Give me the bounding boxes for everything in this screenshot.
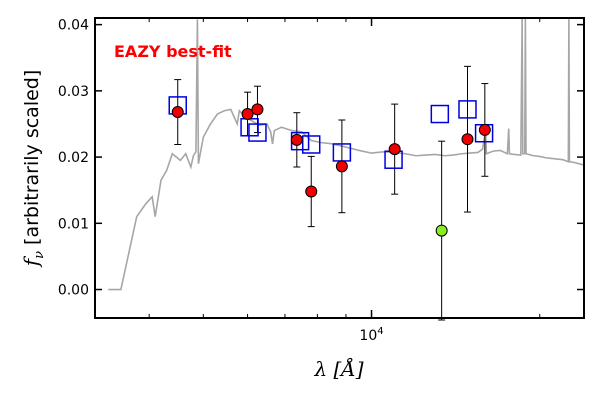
y-axis-subscript: ν [32,251,47,259]
svg-text:fν[arbitrarily scaled]: fν[arbitrarily scaled] [19,70,47,269]
plot-frame [94,17,585,319]
y-axis-text: [arbitrarily scaled] [21,70,43,245]
model-sed-line [108,18,584,291]
outlier-point [435,224,448,237]
y-axis-label: fν[arbitrarily scaled] [19,70,47,269]
model-flux-square [430,104,450,124]
observed-flux-point [241,108,254,121]
error-bars [174,65,489,321]
y-tick-label: 0.02 [58,150,89,166]
model-photometry-squares [168,96,494,169]
observed-flux-point [171,106,184,119]
y-tick-label: 0.03 [58,84,89,100]
model-flux-square [248,123,267,142]
observed-flux-point [478,123,491,136]
observed-photometry-points [171,103,491,237]
x-axis-label: λ [Å] [313,356,363,381]
annotation-label: EAZY best-fit [114,42,232,61]
x-tick-label: 104 [359,326,383,344]
y-tick-label: 0.00 [58,283,89,299]
y-tick-label: 0.04 [58,18,89,34]
model-flux-square [301,135,321,154]
tick-labels: 0.00 0.01 0.02 0.03 0.04 104 [58,18,384,344]
observed-flux-point [251,103,264,116]
observed-flux-point [305,185,318,198]
axis-ticks [95,18,584,318]
x-tick-exponent: 4 [377,326,383,337]
y-tick-label: 0.01 [58,216,89,232]
observed-flux-point [461,133,474,146]
observed-flux-point [335,160,348,173]
observed-flux-point [290,133,303,146]
observed-flux-point [388,143,401,156]
model-sed-path [108,18,584,291]
model-flux-square [458,100,477,119]
